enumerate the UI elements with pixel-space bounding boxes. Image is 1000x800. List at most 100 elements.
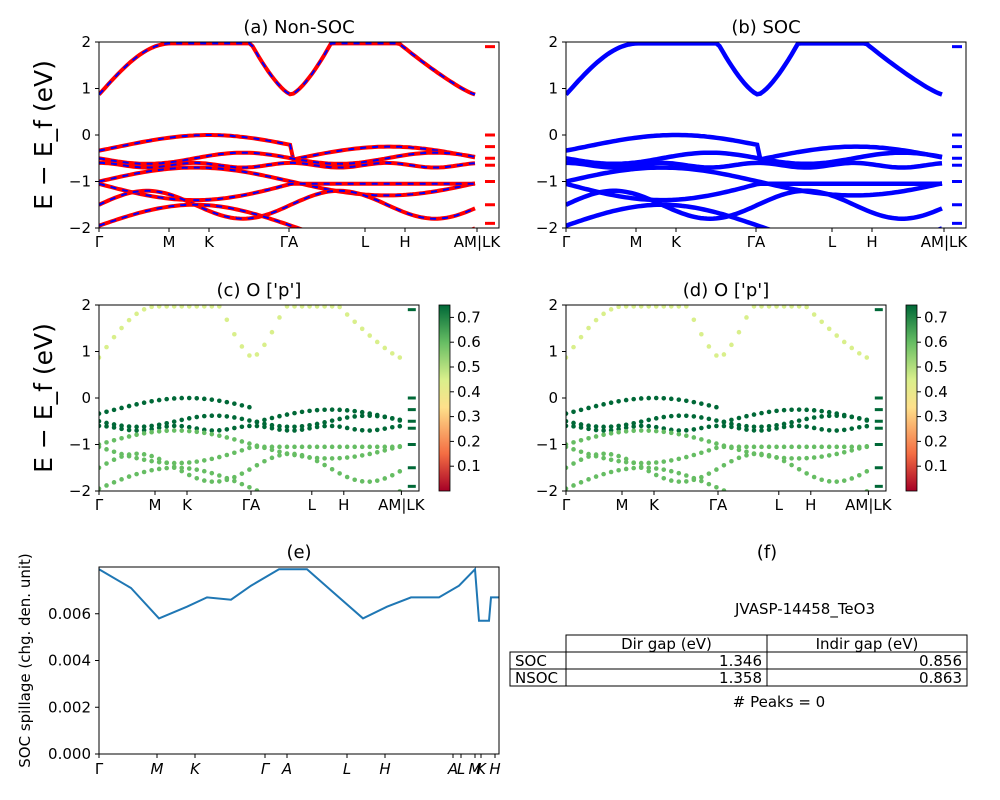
band-point (164, 465, 169, 471)
band-point (566, 486, 569, 491)
colorbar (905, 304, 918, 492)
band-point (781, 458, 787, 464)
band-point (397, 417, 403, 423)
band-point (314, 407, 320, 413)
band-point (849, 444, 855, 450)
band-point (232, 401, 237, 406)
band-point (661, 429, 667, 435)
band-point (811, 474, 817, 480)
x-tick-label: ΓA (280, 233, 299, 251)
band-point (374, 478, 380, 483)
band-point (217, 398, 222, 404)
band-point (759, 424, 764, 430)
band-point (744, 497, 749, 502)
band-point (126, 317, 132, 323)
band-point (608, 400, 614, 406)
band-point (239, 416, 245, 422)
band-point (119, 454, 124, 459)
band-point (668, 413, 674, 419)
band-point (586, 435, 591, 441)
band-point (217, 479, 222, 484)
band-point (194, 426, 200, 431)
band-point (864, 417, 870, 423)
band-point (322, 407, 327, 413)
band-point (277, 427, 282, 432)
x-tick-label: A (281, 760, 292, 778)
band-point (826, 444, 832, 450)
colorbar-tick-label: 0.4 (457, 383, 481, 401)
band-point (699, 415, 704, 420)
band-point (864, 355, 870, 360)
band-point (781, 407, 787, 413)
y-tick-label: 0.002 (48, 698, 91, 716)
band-point (601, 402, 606, 407)
band-point (186, 416, 192, 421)
band-point (623, 456, 629, 462)
table-footer: # Peaks = 0 (733, 693, 825, 711)
band-point (149, 398, 154, 404)
band-point (766, 423, 772, 429)
band-point (359, 428, 365, 433)
colorbar-tick-label: 0.6 (457, 333, 481, 351)
band-point (714, 404, 719, 410)
band-point (744, 315, 749, 320)
colorbar-tick-label: 0.3 (924, 408, 948, 426)
panel-b: 2 1 0 −1 −2Γ M K ΓA L H AM|LK (b) SOC (536, 17, 969, 251)
axes-frame (565, 304, 887, 492)
band-point (586, 423, 591, 428)
band-point (586, 477, 591, 482)
band-point (819, 505, 824, 510)
band-point (804, 444, 809, 450)
band-point (149, 467, 154, 473)
band-point (224, 399, 230, 405)
table-value: 0.863 (919, 669, 962, 687)
band-point (759, 451, 764, 457)
band-point (344, 408, 350, 413)
band-point (608, 307, 614, 312)
band-point (601, 424, 606, 430)
band-point (119, 423, 124, 428)
band-point (307, 455, 312, 460)
band-point (841, 449, 847, 455)
band-point (179, 423, 185, 429)
x-tick-label: M (616, 496, 629, 514)
band-point (359, 326, 365, 332)
band-point (262, 458, 267, 464)
band-point (217, 454, 222, 460)
band-point (578, 425, 584, 430)
band-point (616, 458, 621, 464)
band-point (661, 414, 667, 420)
band-point (566, 465, 569, 471)
band-point (397, 444, 403, 450)
band-point (571, 447, 576, 452)
band-point (389, 472, 395, 478)
band-point (171, 423, 177, 429)
band-point (804, 424, 809, 429)
band-point (217, 473, 222, 478)
y-tick-label: −1 (536, 173, 558, 191)
band-point (856, 415, 862, 421)
band-point (292, 444, 297, 450)
band-point (819, 477, 824, 483)
band-point (623, 459, 629, 465)
band-point (586, 426, 591, 432)
band-point (367, 444, 373, 450)
band-point (721, 423, 727, 429)
band-point (352, 427, 357, 432)
x-tick-label: M (163, 233, 176, 251)
band-point (224, 475, 230, 481)
band-point (774, 444, 779, 450)
band-point (729, 424, 734, 430)
band-point (631, 424, 636, 429)
x-tick-label: H (338, 496, 349, 514)
band-point (262, 444, 267, 450)
band-point (119, 435, 124, 441)
band-point (254, 352, 260, 357)
band-point (736, 444, 742, 450)
x-tick-label: ΓA (709, 496, 728, 514)
band-point (111, 407, 117, 413)
x-tick-label: K (182, 496, 193, 514)
band-point (247, 418, 252, 423)
band-point (586, 325, 591, 331)
band-point (826, 326, 832, 332)
